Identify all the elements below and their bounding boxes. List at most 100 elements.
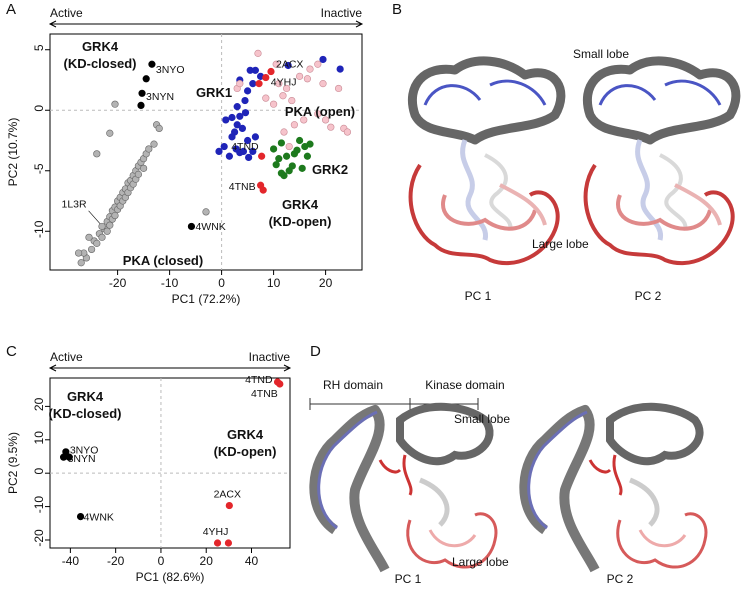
domain-bracket — [309, 398, 479, 410]
structure-b: Small lobe Large lobe PC 1 PC 2 — [411, 47, 736, 303]
data-point — [213, 539, 222, 547]
point-label: 4WNK — [195, 221, 225, 233]
series-name: GRK4 (KD-open) — [214, 427, 277, 459]
data-point — [228, 113, 236, 122]
data-point — [327, 123, 335, 131]
x-tick-label: 0 — [158, 554, 165, 568]
data-point — [65, 453, 73, 461]
y-tick-label: -5 — [32, 163, 46, 174]
data-point — [259, 186, 267, 194]
data-point — [233, 121, 241, 129]
data-point — [277, 139, 286, 147]
point-label: 4WNK — [84, 511, 114, 523]
data-point — [272, 161, 280, 169]
data-point — [293, 146, 301, 154]
y-tick-label: 5 — [32, 44, 46, 51]
data-point — [244, 136, 252, 145]
direction-label: Active — [50, 6, 83, 20]
data-point — [267, 67, 275, 76]
scatter-chart: -40 -20 0 20 40 -20 -10 0 10 20 PC1 (82.6%) PC2 (9.… — [6, 350, 292, 584]
data-point — [142, 75, 150, 83]
series-name: GRK2 — [312, 162, 348, 177]
data-point — [272, 60, 280, 68]
point-label: 2ACX — [214, 488, 241, 500]
data-point — [138, 89, 146, 97]
panel-label: A — [6, 1, 16, 18]
data-point — [77, 259, 85, 267]
structure-d: RH domain Kinase domain Small lobe Large… — [310, 378, 706, 586]
y-axis-label: PC2 (10.7%) — [6, 118, 20, 187]
data-point — [150, 140, 158, 148]
data-point — [111, 211, 119, 220]
data-point — [276, 380, 284, 388]
data-point — [335, 84, 343, 93]
data-point — [283, 152, 291, 160]
large-lobe-label: Large lobe — [452, 555, 509, 569]
series-name: GRK4 (KD-closed) — [64, 39, 137, 71]
data-point — [93, 150, 101, 158]
large-lobe-label: Large lobe — [532, 237, 589, 251]
kinase-domain-label: Kinase domain — [425, 378, 504, 392]
data-point — [249, 80, 257, 88]
direction-arrow — [48, 364, 292, 372]
data-point — [106, 221, 114, 229]
data-point — [262, 73, 270, 82]
panel-label: D — [310, 343, 321, 360]
data-point — [98, 233, 106, 241]
x-axis-label: PC1 (82.6%) — [136, 570, 205, 584]
x-tick-label: 20 — [200, 554, 214, 568]
data-point — [137, 101, 145, 110]
data-point — [111, 100, 119, 108]
data-point — [225, 501, 233, 510]
panel-label: C — [6, 343, 17, 360]
small-lobe-label: Small lobe — [573, 47, 629, 61]
data-point — [233, 103, 241, 111]
data-point — [306, 65, 314, 73]
data-point — [187, 222, 196, 231]
series-name: PKA (open) — [285, 104, 355, 119]
pc1-label: PC 1 — [465, 289, 492, 303]
x-tick-label: -20 — [107, 554, 125, 568]
data-point — [238, 124, 246, 132]
data-point — [270, 145, 278, 153]
y-tick-label: 0 — [32, 468, 46, 475]
x-tick-label: -10 — [161, 276, 179, 290]
data-point — [298, 164, 306, 172]
data-point — [244, 87, 252, 95]
data-point — [254, 49, 262, 57]
data-point — [288, 162, 296, 170]
data-point — [98, 222, 106, 231]
data-point — [284, 61, 292, 70]
plot-frame — [49, 33, 363, 271]
data-point — [224, 539, 233, 547]
data-point — [85, 233, 93, 241]
y-tick-label: 0 — [32, 105, 46, 112]
y-tick-label: 20 — [32, 397, 46, 411]
x-tick-label: 0 — [218, 276, 225, 290]
data-point — [148, 60, 156, 68]
point-label: 3NYO — [70, 445, 99, 457]
x-tick-label: 10 — [267, 276, 281, 290]
data-point — [251, 66, 259, 74]
data-point — [202, 208, 210, 216]
scatter-chart: -20 -10 0 10 20 -10 -5 0 5 PC1 (72.2%) PC2 (10.7%)… — [6, 6, 364, 306]
data-point — [225, 152, 233, 160]
data-point — [222, 116, 230, 124]
series-name: PKA (closed) — [123, 253, 203, 268]
data-point — [300, 116, 308, 124]
data-point — [322, 116, 330, 124]
data-point — [296, 136, 304, 145]
pc2-label: PC 2 — [607, 572, 634, 586]
data-point — [241, 96, 249, 105]
data-point — [87, 245, 96, 254]
direction-arrow — [48, 20, 364, 28]
data-point — [314, 60, 322, 68]
data-point — [270, 100, 278, 108]
data-point — [145, 145, 153, 153]
data-point — [262, 94, 270, 102]
data-point — [74, 249, 83, 257]
x-axis-label: PC1 (72.2%) — [172, 292, 241, 306]
data-point — [279, 92, 287, 100]
data-point — [93, 239, 101, 247]
point-label: 3NYN — [68, 453, 96, 465]
